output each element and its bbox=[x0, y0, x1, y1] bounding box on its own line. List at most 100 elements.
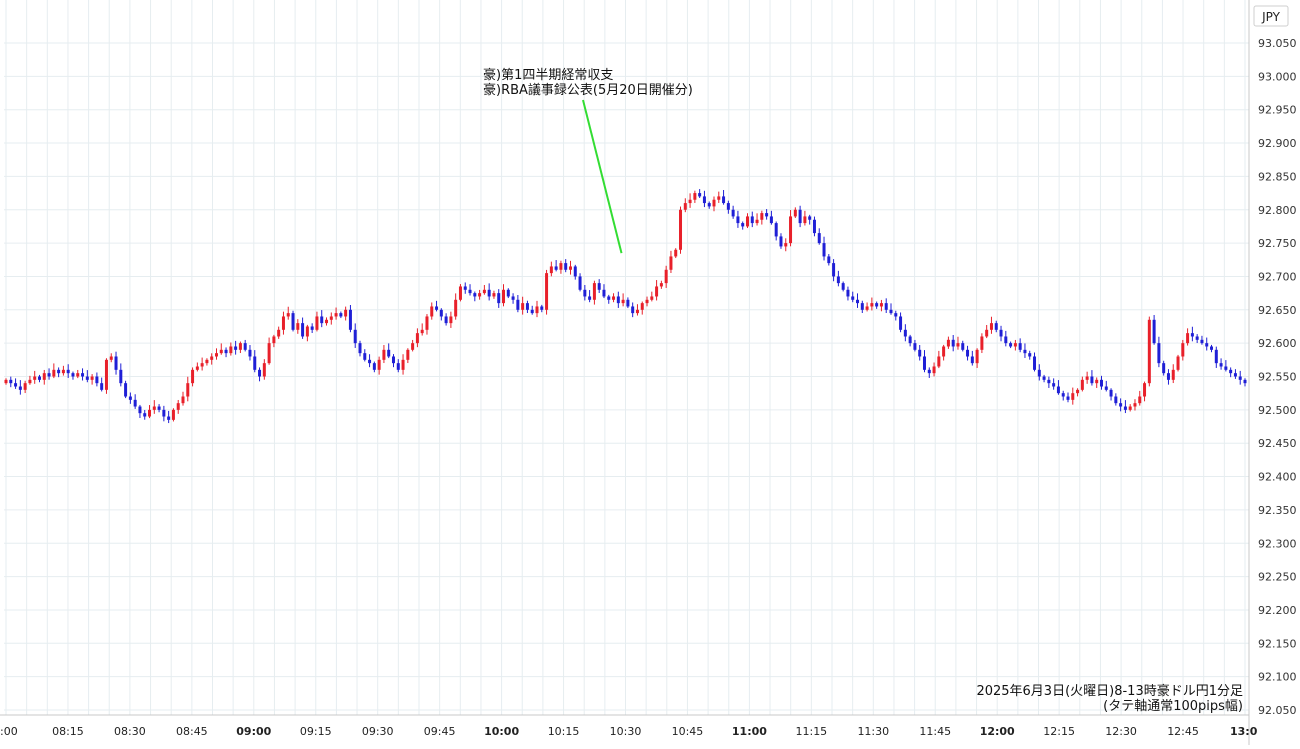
candle bbox=[573, 264, 577, 280]
time-tick-label: 09:30 bbox=[362, 725, 394, 738]
candle bbox=[568, 260, 572, 275]
candle bbox=[47, 368, 51, 380]
candle bbox=[1214, 346, 1218, 368]
candle-body bbox=[133, 399, 137, 407]
candle-body bbox=[621, 299, 625, 304]
candle-body bbox=[573, 266, 577, 277]
candle bbox=[1104, 380, 1108, 392]
candle-body bbox=[989, 323, 993, 330]
candle bbox=[181, 391, 185, 406]
candle bbox=[1061, 390, 1065, 401]
candle-body bbox=[1186, 333, 1190, 344]
candle bbox=[143, 409, 147, 420]
candle-body bbox=[1200, 339, 1204, 344]
candle-body bbox=[592, 283, 596, 300]
candle-body bbox=[334, 313, 338, 317]
candle-body bbox=[1080, 379, 1084, 390]
candle-body bbox=[860, 303, 864, 310]
candle bbox=[1128, 404, 1132, 412]
candle-body bbox=[1071, 393, 1075, 400]
candle-body bbox=[214, 353, 218, 357]
candle bbox=[344, 306, 348, 321]
candle bbox=[305, 324, 309, 342]
candle bbox=[865, 302, 869, 312]
candle-body bbox=[578, 276, 582, 290]
candle-body bbox=[985, 329, 989, 337]
time-tick-label: 10:30 bbox=[610, 725, 642, 738]
candle-body bbox=[899, 316, 903, 330]
candle-body bbox=[382, 349, 386, 360]
candle bbox=[1166, 369, 1170, 385]
candle-body bbox=[812, 219, 816, 234]
candle-body bbox=[1162, 363, 1166, 374]
candle bbox=[171, 408, 175, 422]
candle-body bbox=[784, 243, 788, 247]
candle-body bbox=[1119, 403, 1123, 407]
time-tick-label: 08:45 bbox=[176, 725, 208, 738]
candle-body bbox=[76, 373, 80, 377]
candle bbox=[659, 280, 663, 289]
candle bbox=[750, 211, 754, 228]
candle-body bbox=[1229, 369, 1233, 374]
candle bbox=[559, 260, 563, 274]
candle bbox=[951, 335, 955, 352]
candle bbox=[468, 284, 472, 296]
candle-body bbox=[482, 289, 486, 294]
candle bbox=[1190, 326, 1194, 342]
price-tick-label: 92.650 bbox=[1258, 304, 1297, 317]
candle bbox=[133, 394, 137, 409]
candle bbox=[449, 311, 453, 328]
candle-body bbox=[138, 406, 142, 414]
candle-body bbox=[42, 373, 46, 380]
candle bbox=[1123, 400, 1127, 414]
candle-body bbox=[832, 263, 836, 277]
candle bbox=[755, 213, 759, 226]
candle bbox=[812, 216, 816, 237]
candle bbox=[296, 319, 300, 334]
candle-body bbox=[387, 349, 391, 357]
candle bbox=[224, 347, 228, 358]
candle-body bbox=[506, 289, 510, 297]
candle-body bbox=[1095, 379, 1099, 384]
candle-body bbox=[693, 193, 697, 200]
candle bbox=[607, 294, 611, 304]
candle-body bbox=[502, 289, 506, 304]
candle bbox=[253, 350, 257, 373]
candle-body bbox=[1047, 379, 1051, 384]
candle bbox=[363, 349, 367, 362]
time-tick-label: 10:45 bbox=[672, 725, 704, 738]
price-tick-label: 92.050 bbox=[1258, 704, 1297, 717]
price-tick-label: 92.350 bbox=[1258, 504, 1297, 517]
currency-badge[interactable] bbox=[1253, 5, 1289, 27]
candle-body bbox=[28, 379, 32, 384]
candle-body bbox=[104, 359, 108, 390]
candle bbox=[454, 293, 458, 320]
candle-body bbox=[1128, 406, 1132, 410]
candle bbox=[1210, 344, 1214, 353]
candle bbox=[1013, 339, 1017, 351]
candle-body bbox=[339, 313, 343, 317]
time-tick-label: 12:30 bbox=[1105, 725, 1137, 738]
candle bbox=[1042, 374, 1046, 383]
candle bbox=[1095, 377, 1099, 388]
candle bbox=[635, 304, 639, 316]
candle bbox=[57, 367, 61, 378]
price-tick-label: 92.900 bbox=[1258, 137, 1297, 150]
candle bbox=[994, 320, 998, 333]
candle bbox=[124, 380, 128, 399]
candle-body bbox=[128, 396, 132, 400]
candle bbox=[463, 282, 467, 294]
candle-body bbox=[171, 409, 175, 420]
candle bbox=[1205, 337, 1209, 351]
candle bbox=[382, 345, 386, 364]
candle-body bbox=[157, 406, 161, 410]
candle-body bbox=[33, 376, 37, 380]
candle-body bbox=[1037, 369, 1041, 377]
candle-body bbox=[1033, 356, 1037, 370]
candle bbox=[66, 364, 70, 378]
candle-body bbox=[765, 213, 769, 217]
candle bbox=[425, 314, 429, 335]
candle bbox=[152, 400, 156, 414]
